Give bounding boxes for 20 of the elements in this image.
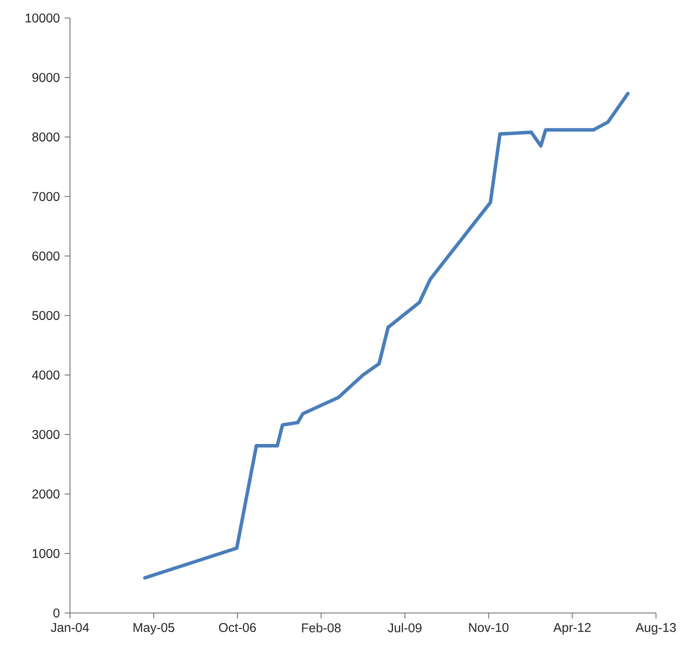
- y-tick-label: 0: [53, 608, 60, 618]
- x-tick-label: Nov-10: [469, 623, 508, 632]
- y-tick-label: 10000: [26, 14, 60, 22]
- x-tick-label: Feb-08: [302, 623, 341, 632]
- y-tick-label: 5000: [32, 311, 60, 320]
- x-tick-label: Oct-06: [219, 623, 256, 632]
- x-tick-label: May-05: [134, 623, 174, 635]
- line-series: [143, 92, 630, 580]
- y-tick-label: 3000: [32, 430, 60, 439]
- x-tick-label: Jul-09: [388, 623, 422, 632]
- x-tick-label: Aug-13: [636, 623, 676, 635]
- y-tick-label: 4000: [32, 370, 60, 380]
- y-tick-label: 7000: [32, 192, 60, 201]
- y-tick-label: 1000: [32, 549, 60, 558]
- x-tick-label: Jan-04: [50, 623, 89, 632]
- x-tick-label: Apr-12: [553, 623, 591, 635]
- y-tick-label: 9000: [32, 73, 60, 82]
- y-tick-label: 2000: [32, 490, 60, 498]
- y-tick-label: 6000: [32, 252, 60, 260]
- y-tick-label: 8000: [32, 132, 60, 142]
